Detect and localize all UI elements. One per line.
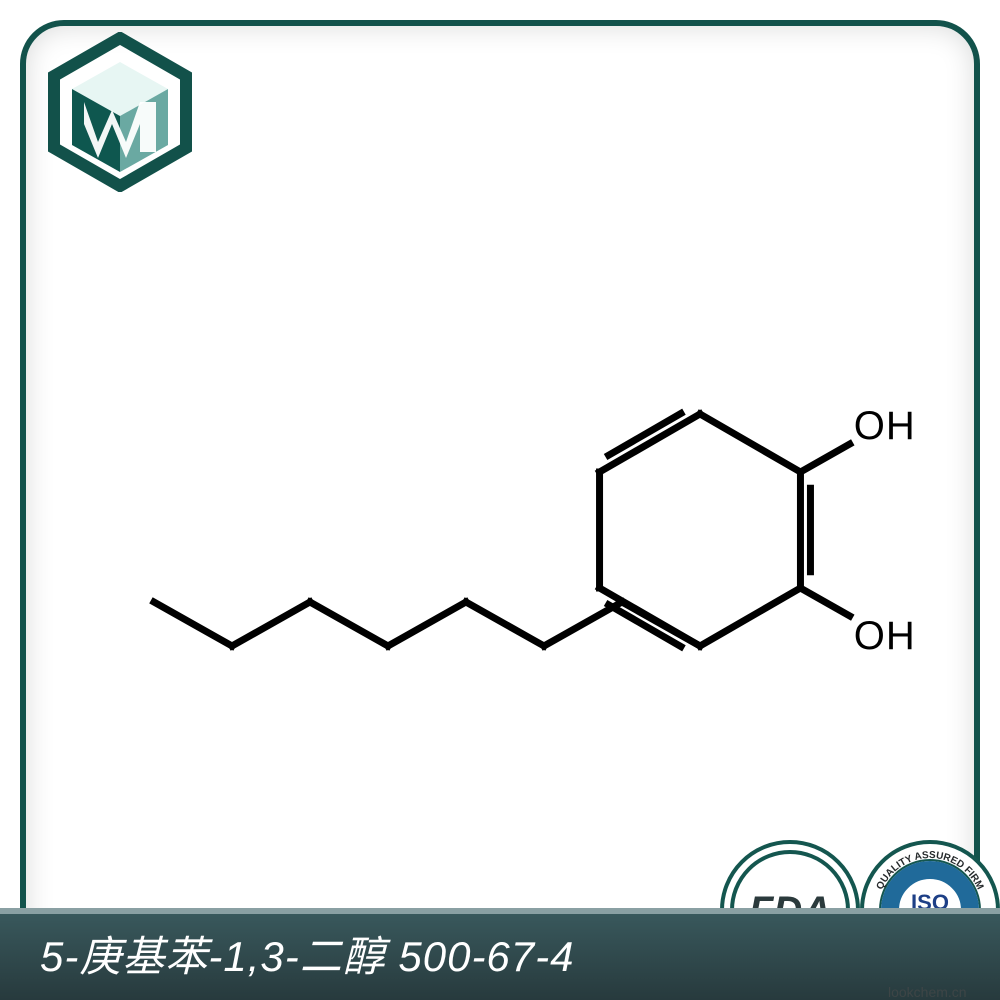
compound-name: 5-庚基苯-1,3-二醇 500-67-4 (0, 914, 1000, 1000)
hydroxyl-label-top: OH (854, 404, 916, 449)
footer-bar: 5-庚基苯-1,3-二醇 500-67-4 (0, 908, 1000, 1000)
canvas: OH OH FDA QUALITY ASSURED FIRM (0, 0, 1000, 1000)
company-logo (40, 32, 200, 192)
hydroxyl-label-bottom: OH (854, 614, 916, 659)
source-watermark: lookchem.cn (888, 984, 967, 1000)
chemical-structure-diagram: OH OH (60, 220, 940, 780)
